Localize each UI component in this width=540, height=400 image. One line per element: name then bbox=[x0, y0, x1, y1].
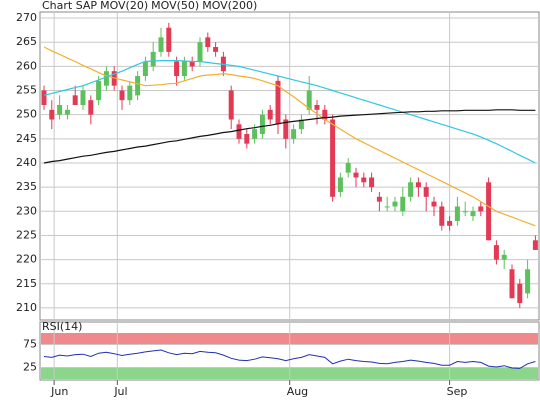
candle-body bbox=[486, 182, 492, 241]
y-tick-label: 250 bbox=[16, 108, 37, 121]
candle-body bbox=[96, 80, 102, 101]
y-tick-label: 215 bbox=[16, 277, 37, 290]
moving-average bbox=[43, 109, 536, 164]
candle-body bbox=[322, 109, 328, 120]
candle-body bbox=[64, 109, 70, 115]
candle-body bbox=[408, 182, 414, 197]
candle-body bbox=[158, 37, 164, 52]
candle-body bbox=[142, 61, 148, 77]
legend-entry: MOV(20) bbox=[100, 0, 148, 12]
candle-body bbox=[174, 61, 180, 77]
moving-average bbox=[43, 60, 536, 164]
candle-body bbox=[291, 129, 297, 139]
x-tick-label: Jul bbox=[113, 385, 127, 398]
candle-body bbox=[361, 177, 367, 183]
y-tick-label: 255 bbox=[16, 84, 37, 97]
candle-body bbox=[447, 220, 453, 226]
candle-body bbox=[532, 240, 538, 250]
candle-body bbox=[345, 162, 351, 173]
legend-entry: Chart SAP bbox=[42, 0, 97, 12]
y-tick-label: 220 bbox=[16, 253, 37, 266]
candle-body bbox=[228, 90, 234, 120]
candle-body bbox=[462, 211, 468, 213]
candle-body bbox=[431, 201, 437, 207]
y-tick-label: 75 bbox=[23, 338, 37, 351]
legend-entry: MOV(200) bbox=[202, 0, 257, 12]
candle-body bbox=[392, 201, 398, 207]
candle-body bbox=[127, 85, 133, 101]
candle-body bbox=[103, 71, 109, 86]
y-tick-label: 225 bbox=[16, 228, 37, 241]
y-tick-label: 235 bbox=[16, 180, 37, 193]
candle-body bbox=[376, 196, 382, 202]
candle-body bbox=[205, 37, 211, 48]
candle-body bbox=[400, 196, 406, 212]
candle-body bbox=[298, 119, 304, 130]
candle-body bbox=[88, 100, 94, 115]
candle-body bbox=[306, 90, 312, 110]
y-tick-label: 240 bbox=[16, 156, 37, 169]
x-tick-label: Jun bbox=[50, 385, 68, 398]
candle-body bbox=[213, 47, 219, 52]
candle-body bbox=[423, 187, 429, 197]
candle-body bbox=[166, 27, 172, 52]
candle-body bbox=[369, 177, 375, 188]
candle-body bbox=[80, 90, 86, 106]
candle-body bbox=[197, 42, 203, 62]
x-tick-label: Aug bbox=[287, 385, 308, 398]
candle-body bbox=[252, 129, 258, 139]
candle-body bbox=[470, 211, 476, 217]
rsi-title: RSI(14) bbox=[42, 320, 82, 333]
candle-body bbox=[384, 206, 390, 208]
candle-body bbox=[267, 109, 273, 120]
candle-body bbox=[493, 245, 499, 260]
candle-body bbox=[49, 109, 55, 120]
y-tick-label: 270 bbox=[16, 11, 37, 24]
y-tick-label: 210 bbox=[16, 301, 37, 314]
y-tick-label: 260 bbox=[16, 59, 37, 72]
candle-body bbox=[314, 105, 320, 110]
candle-body bbox=[150, 51, 156, 67]
candle-body bbox=[501, 254, 507, 260]
candle-body bbox=[517, 283, 523, 304]
y-tick-label: 245 bbox=[16, 132, 37, 145]
candle-body bbox=[509, 269, 515, 299]
candle-body bbox=[337, 177, 343, 192]
moving-average bbox=[43, 46, 536, 227]
y-tick-label: 230 bbox=[16, 204, 37, 217]
candle-body bbox=[283, 119, 289, 139]
candle-body bbox=[478, 206, 484, 212]
candle-body bbox=[244, 133, 250, 144]
candle-body bbox=[439, 206, 445, 226]
candle-body bbox=[275, 80, 281, 125]
candle-body bbox=[181, 61, 187, 77]
candle-body bbox=[525, 269, 531, 294]
candle-body bbox=[330, 119, 336, 197]
candle-body bbox=[119, 90, 125, 101]
x-tick-label: Sep bbox=[447, 385, 468, 398]
rsi-line bbox=[43, 349, 536, 369]
candle-body bbox=[135, 76, 141, 96]
y-tick-label: 265 bbox=[16, 35, 37, 48]
candle-body bbox=[353, 172, 359, 178]
candle-body bbox=[236, 124, 242, 139]
legend-entry: MOV(50) bbox=[151, 0, 199, 12]
candle-body bbox=[259, 114, 265, 134]
candle-body bbox=[415, 182, 421, 188]
y-tick-label: 25 bbox=[23, 361, 37, 374]
candle-body bbox=[41, 90, 47, 106]
candle-body bbox=[57, 105, 63, 115]
candle-body bbox=[454, 206, 460, 221]
candle-body bbox=[72, 95, 78, 106]
candle-body bbox=[189, 61, 195, 67]
